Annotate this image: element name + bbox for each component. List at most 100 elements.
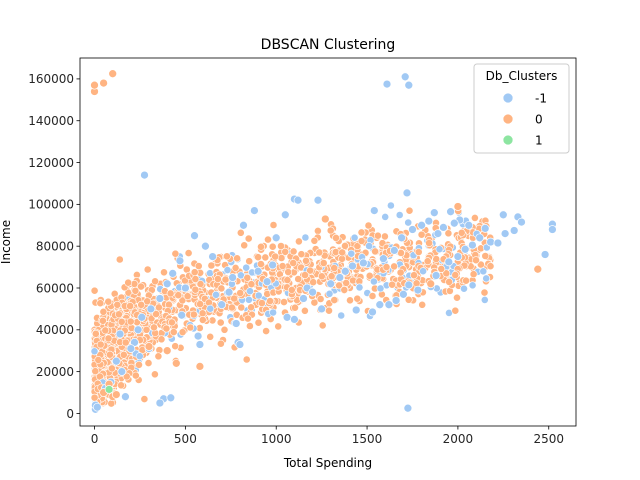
point-cluster--1 [177,310,187,320]
point-cluster--1 [317,304,326,314]
point-cluster--1 [431,271,441,280]
point-cluster--1 [146,304,156,314]
point-cluster-0 [195,362,205,371]
point-cluster--1 [155,294,165,303]
point-cluster--1 [208,252,217,261]
point-cluster--1 [375,300,385,310]
point-cluster--1 [424,216,434,226]
y-tick-label: 100000 [28,198,74,212]
point-cluster--1 [351,305,361,315]
point-cluster--1 [509,226,519,235]
point-cluster--1 [235,340,245,349]
y-axis-label: Income [0,220,13,264]
point-cluster-0 [162,346,172,356]
point-cluster--1 [408,225,417,234]
point-cluster--1 [340,266,350,276]
y-tick-label: 80000 [36,239,74,253]
point-cluster--1 [326,279,336,289]
point-cluster--1 [480,224,490,233]
point-cluster--1 [117,367,127,376]
point-cluster--1 [475,233,485,243]
point-cluster--1 [181,283,190,293]
point-cluster--1 [439,223,448,232]
point-cluster--1 [290,315,299,324]
point-cluster--1 [137,312,147,322]
point-cluster--1 [268,260,277,270]
y-tick-label: 120000 [28,156,74,170]
point-cluster--1 [446,207,455,217]
legend-marker [502,134,514,146]
legend-label: -1 [535,92,547,106]
x-tick-label: 500 [174,432,197,446]
x-tick-label: 2500 [533,432,564,446]
legend-label: 0 [535,113,543,127]
y-tick-label: 40000 [36,323,74,337]
point-cluster--1 [399,289,408,299]
point-cluster--1 [348,261,357,271]
point-cluster--1 [239,220,248,230]
point-cluster--1 [231,319,241,328]
point-cluster--1 [486,237,495,247]
point-cluster--1 [540,250,550,259]
y-tick-label: 140000 [28,114,74,128]
point-cluster--1 [468,240,477,250]
point-cluster--1 [271,233,281,243]
point-cluster--1 [404,80,414,90]
point-cluster-0 [171,358,181,368]
point-cluster--1 [368,307,377,317]
point-cluster--1 [262,277,272,287]
x-axis-ticks: 0 500 1000 1500 2000 2500 [91,426,564,446]
point-cluster--1 [193,331,203,341]
point-cluster--1 [402,188,412,198]
point-cluster--1 [404,280,414,290]
point-cluster--1 [453,252,463,261]
point-cluster--1 [379,254,388,264]
legend-label: 1 [535,134,543,148]
point-cluster--1 [228,273,237,282]
y-tick-label: 60000 [36,281,74,295]
point-cluster--1 [413,285,423,295]
point-cluster--1 [417,220,426,230]
x-tick-label: 0 [91,432,99,446]
point-cluster--1 [400,72,410,82]
point-cluster--1 [92,402,102,412]
point-cluster--1 [397,233,406,243]
point-cluster--1 [175,256,185,266]
point-cluster--1 [253,266,263,276]
point-cluster-0 [90,80,99,90]
point-cluster--1 [389,246,399,255]
legend-items: -1 0 1 [502,92,547,148]
dense-point-cloud [90,201,495,409]
y-tick-label: 0 [66,407,74,421]
point-cluster--1 [369,206,379,215]
plot-frame [79,57,577,427]
point-cluster--1 [115,329,125,339]
point-cluster--1 [121,392,130,402]
point-cluster--1 [217,300,227,310]
y-tick-label: 20000 [36,365,74,379]
point-cluster-0 [111,390,121,399]
chart-title: DBSCAN Clustering [261,37,396,53]
point-cluster--1 [190,231,199,241]
point-cluster--1 [384,300,394,310]
point-cluster-0 [453,202,463,211]
point-cluster--1 [308,287,317,297]
point-cluster-0 [108,69,118,79]
legend-title: Db_Clusters [486,69,558,83]
point-cluster--1 [517,217,526,227]
point-cluster--1 [133,325,143,335]
legend-marker [502,113,514,125]
point-cluster--1 [280,210,290,220]
point-cluster--1 [282,312,292,322]
legend: Db_Clusters -1 0 1 [473,63,570,154]
point-cluster--1 [433,229,443,238]
point-cluster-0 [426,279,436,289]
point-cluster--1 [500,229,510,238]
x-tick-label: 2000 [443,432,474,446]
point-cluster-0 [99,78,108,88]
point-cluster--1 [429,208,439,218]
point-cluster--1 [548,225,557,234]
point-cluster--1 [449,218,459,228]
y-axis-ticks: 0 20000 40000 60000 80000 100000 120000 140000 1… [28,72,80,421]
